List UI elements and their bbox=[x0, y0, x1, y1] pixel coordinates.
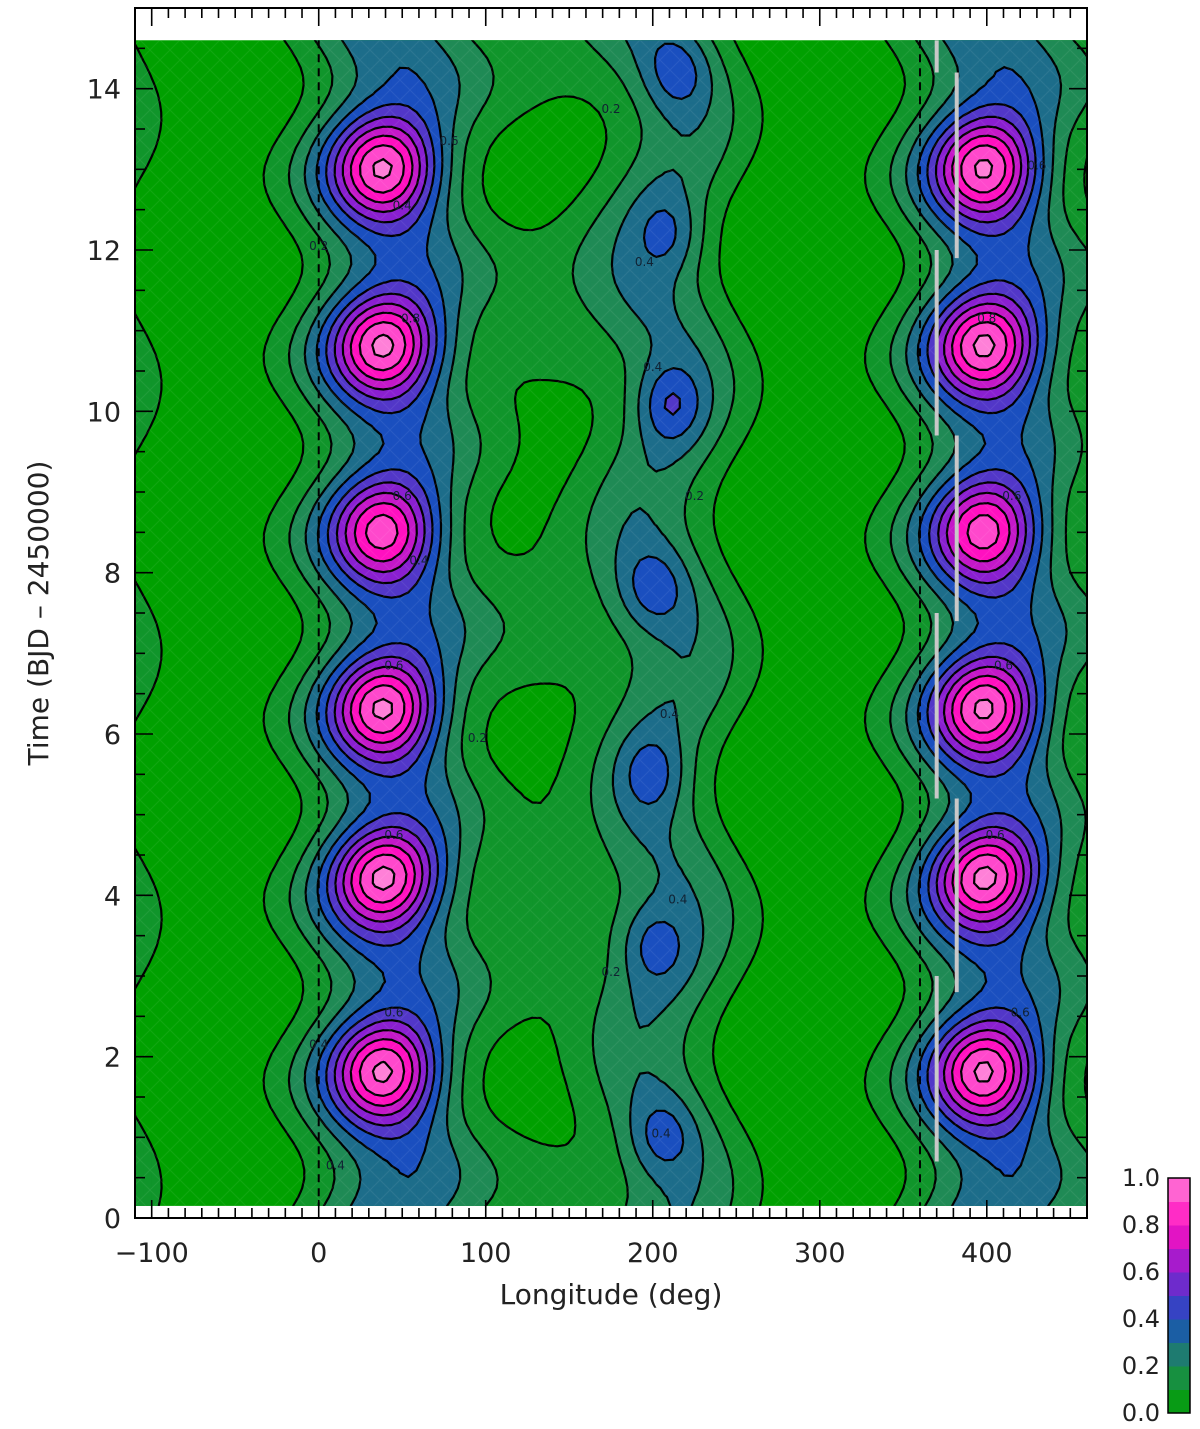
reference-lines bbox=[317, 40, 959, 1206]
contour-label: 0.6 bbox=[1027, 158, 1046, 172]
colorbar-segment bbox=[1168, 1295, 1190, 1320]
contour-label: 0.6 bbox=[384, 658, 403, 672]
contour-layers bbox=[135, 40, 1087, 1206]
y-tick-label: 0 bbox=[104, 1204, 121, 1235]
contour-label: 0.4 bbox=[652, 1126, 671, 1140]
x-axis-label: Longitude (deg) bbox=[500, 1278, 723, 1311]
contour-label: 0.4 bbox=[309, 1038, 328, 1052]
axes: Longitude (deg) Time (BJD – 2450000) −10… bbox=[22, 75, 1013, 1311]
colorbar-segment bbox=[1168, 1248, 1190, 1273]
colorbar-segment bbox=[1168, 1342, 1190, 1367]
x-tick-label: −100 bbox=[115, 1238, 189, 1269]
y-axis-label: Time (BJD – 2450000) bbox=[22, 461, 55, 767]
colorbar-tick-label: 0.4 bbox=[1122, 1305, 1160, 1333]
colorbar-tick-label: 0.2 bbox=[1122, 1352, 1160, 1380]
contour-label: 0.2 bbox=[601, 965, 620, 979]
contour-labels: 0.6 0.8 0.6 0.6 0.6 0.6 0.2 0.4 0.4 0.2 0.4 0.4 0.2 0… bbox=[309, 102, 1046, 1173]
y-tick-label: 12 bbox=[87, 236, 121, 267]
contour-label: 0.4 bbox=[409, 554, 428, 568]
contour-label: 0.4 bbox=[393, 199, 412, 213]
colorbar-segment bbox=[1168, 1366, 1190, 1390]
y-tick-label: 6 bbox=[104, 720, 121, 751]
contour-label: 0.6 bbox=[384, 1005, 403, 1019]
colorbar-segment bbox=[1168, 1201, 1190, 1226]
contour-label: 0.6 bbox=[393, 489, 412, 503]
x-tick-label: 400 bbox=[961, 1238, 1013, 1269]
colorbar-segment bbox=[1168, 1389, 1190, 1414]
contour-label: 0.4 bbox=[326, 1159, 345, 1173]
colorbar-segment bbox=[1168, 1272, 1190, 1296]
contour-label: 0.8 bbox=[977, 312, 996, 326]
colorbar-tick-label: 0.0 bbox=[1122, 1399, 1160, 1427]
contour-label: 0.2 bbox=[601, 102, 620, 116]
contour-label: 0.4 bbox=[660, 707, 679, 721]
colorbar-segment bbox=[1168, 1178, 1190, 1202]
contour-label: 0.8 bbox=[401, 312, 420, 326]
colorbar-segment bbox=[1168, 1225, 1190, 1249]
contour-label: 0.6 bbox=[384, 828, 403, 842]
contour-label: 0.4 bbox=[643, 360, 662, 374]
y-tick-label: 4 bbox=[104, 881, 121, 912]
colorbar-border bbox=[1167, 1177, 1191, 1414]
x-tick-label: 200 bbox=[627, 1238, 679, 1269]
y-tick-label: 14 bbox=[87, 75, 121, 106]
x-tick-label: 0 bbox=[310, 1238, 327, 1269]
x-tick-label: 300 bbox=[794, 1238, 846, 1269]
colorbar-tick-label: 0.8 bbox=[1122, 1211, 1160, 1239]
contour-label: 0.6 bbox=[439, 134, 458, 148]
contour-label: 0.6 bbox=[1011, 1005, 1030, 1019]
contour-label: 0.2 bbox=[685, 489, 704, 503]
contour-label: 0.4 bbox=[635, 255, 654, 269]
contour-label: 0.2 bbox=[468, 731, 487, 745]
colorbar-segment bbox=[1168, 1319, 1190, 1343]
x-tick-label: 100 bbox=[460, 1238, 512, 1269]
colorbar-tick-label: 0.6 bbox=[1122, 1258, 1160, 1286]
contour-label: 0.2 bbox=[309, 239, 328, 253]
y-tick-label: 8 bbox=[104, 559, 121, 590]
y-tick-label: 10 bbox=[87, 397, 121, 428]
contour-label: 0.4 bbox=[668, 892, 687, 906]
y-tick-label: 2 bbox=[104, 1043, 121, 1074]
plot-frame bbox=[134, 7, 1088, 1219]
contour-label: 0.6 bbox=[1002, 489, 1021, 503]
contour-label: 0.6 bbox=[994, 658, 1013, 672]
colorbar: 1.0 0.8 0.6 0.4 0.2 0.0 bbox=[1122, 1164, 1191, 1427]
mesh-texture bbox=[135, 40, 1087, 1206]
colorbar-tick-label: 1.0 bbox=[1122, 1164, 1160, 1192]
contour-label: 0.6 bbox=[986, 828, 1005, 842]
